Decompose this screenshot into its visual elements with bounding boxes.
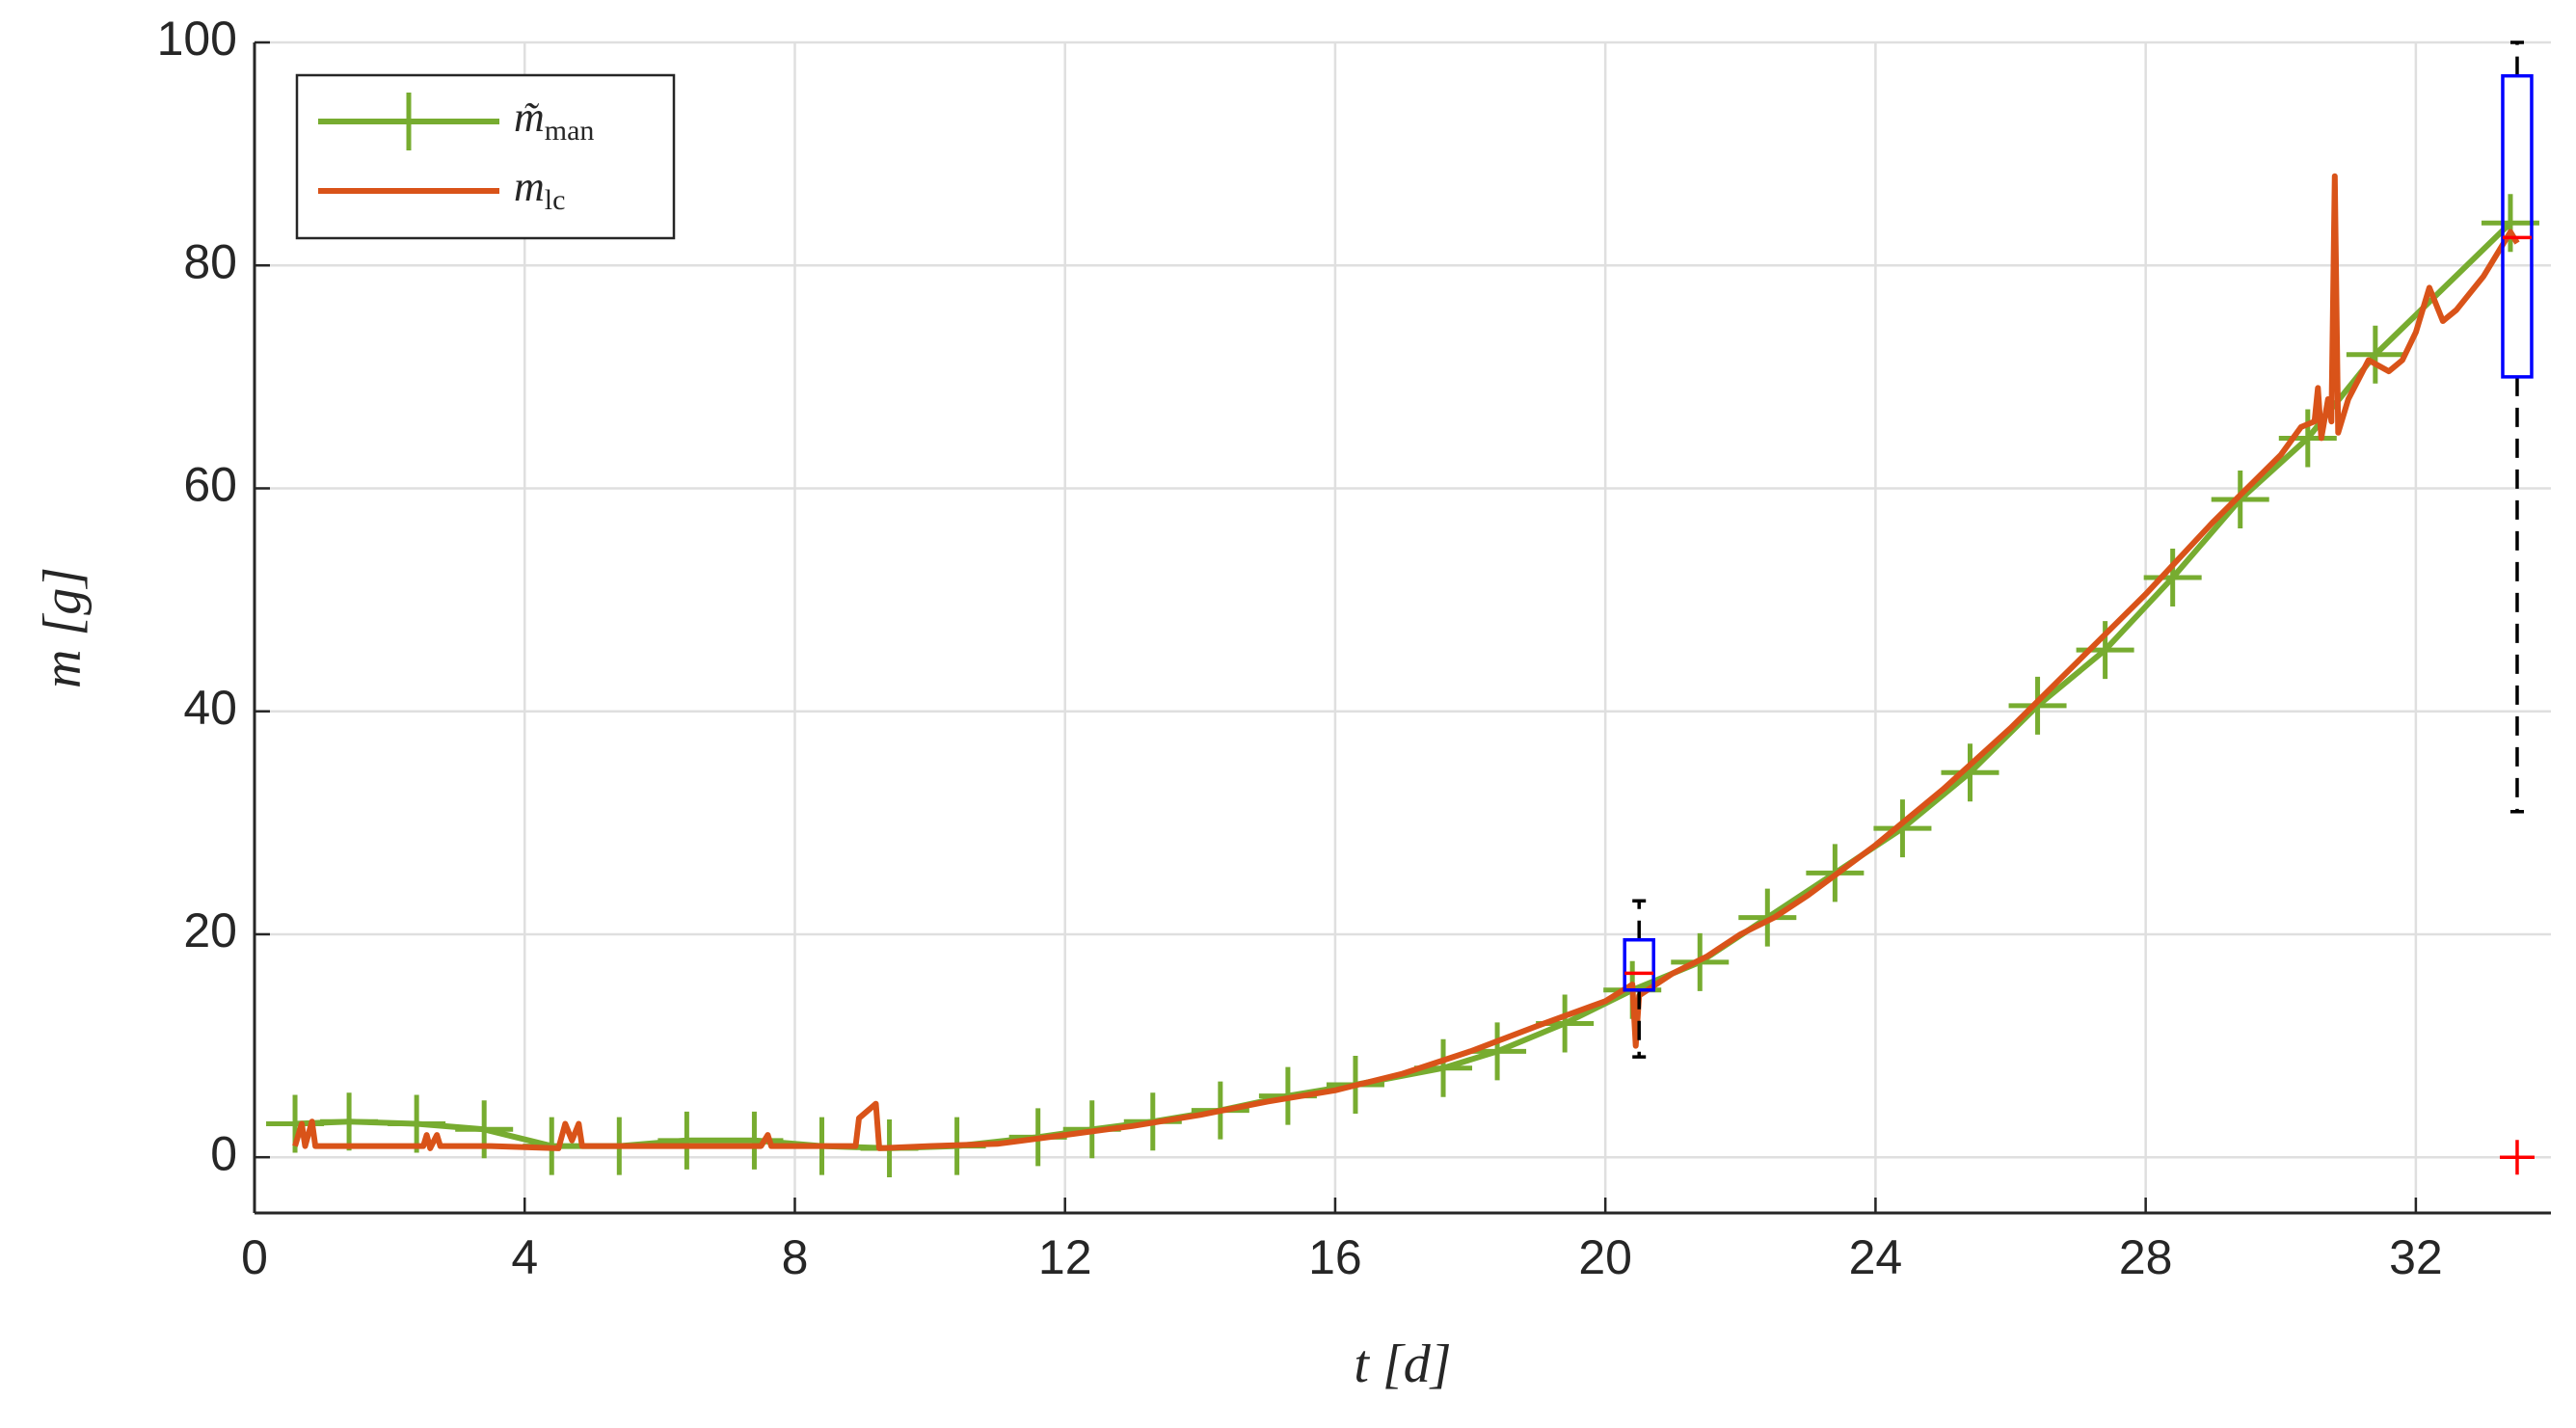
box (2501, 73, 2534, 379)
legend-label: m̃man (514, 94, 594, 147)
series-marker (657, 1111, 716, 1170)
series-marker (1941, 743, 1999, 802)
x-tick-label: 8 (782, 1230, 809, 1284)
legend-symbol: m̃ (514, 94, 545, 141)
legend-subscript: lc (545, 184, 566, 216)
series-line (294, 221, 2513, 1151)
x-tick-label: 32 (2389, 1230, 2443, 1284)
box-outlier (2499, 1140, 2535, 1175)
series-line (292, 173, 2520, 1151)
series-marker (2008, 676, 2067, 735)
x-tick-label: 20 (1578, 1230, 1632, 1284)
y-axis-label: m [g] (33, 567, 93, 688)
series-marker (1873, 799, 1932, 858)
x-axis-label: t [d] (1354, 1334, 1451, 1394)
y-tick-label: 0 (210, 1126, 237, 1180)
series-marker (320, 1092, 379, 1151)
x-tick-label: 16 (1308, 1230, 1362, 1284)
y-tick-label: 60 (183, 458, 237, 512)
legend-marker (380, 93, 438, 150)
x-tick-label: 0 (241, 1230, 268, 1284)
legend-subscript: man (545, 115, 595, 147)
x-tick-label: 12 (1038, 1230, 1092, 1284)
series-marker (388, 1094, 446, 1153)
y-tick-label: 20 (183, 903, 237, 957)
y-tick-label: 100 (157, 12, 237, 66)
x-tick-label: 4 (511, 1230, 538, 1284)
series-marker (2346, 325, 2404, 384)
y-tick-label: 40 (183, 681, 237, 735)
box (1623, 937, 1655, 992)
x-tick-label: 28 (2119, 1230, 2173, 1284)
y-tick-label: 80 (183, 234, 237, 288)
series-marker (1738, 888, 1797, 947)
x-tick-label: 24 (1849, 1230, 1903, 1284)
series-marker (2143, 548, 2202, 606)
series-marker (725, 1111, 784, 1170)
series-marker (2278, 409, 2337, 468)
legend-symbol: m (514, 163, 545, 210)
series-marker (2211, 471, 2269, 529)
legend-box (295, 73, 676, 240)
series-marker (455, 1100, 514, 1159)
series-marker (2481, 194, 2539, 253)
legend-label: mlc (514, 163, 565, 216)
